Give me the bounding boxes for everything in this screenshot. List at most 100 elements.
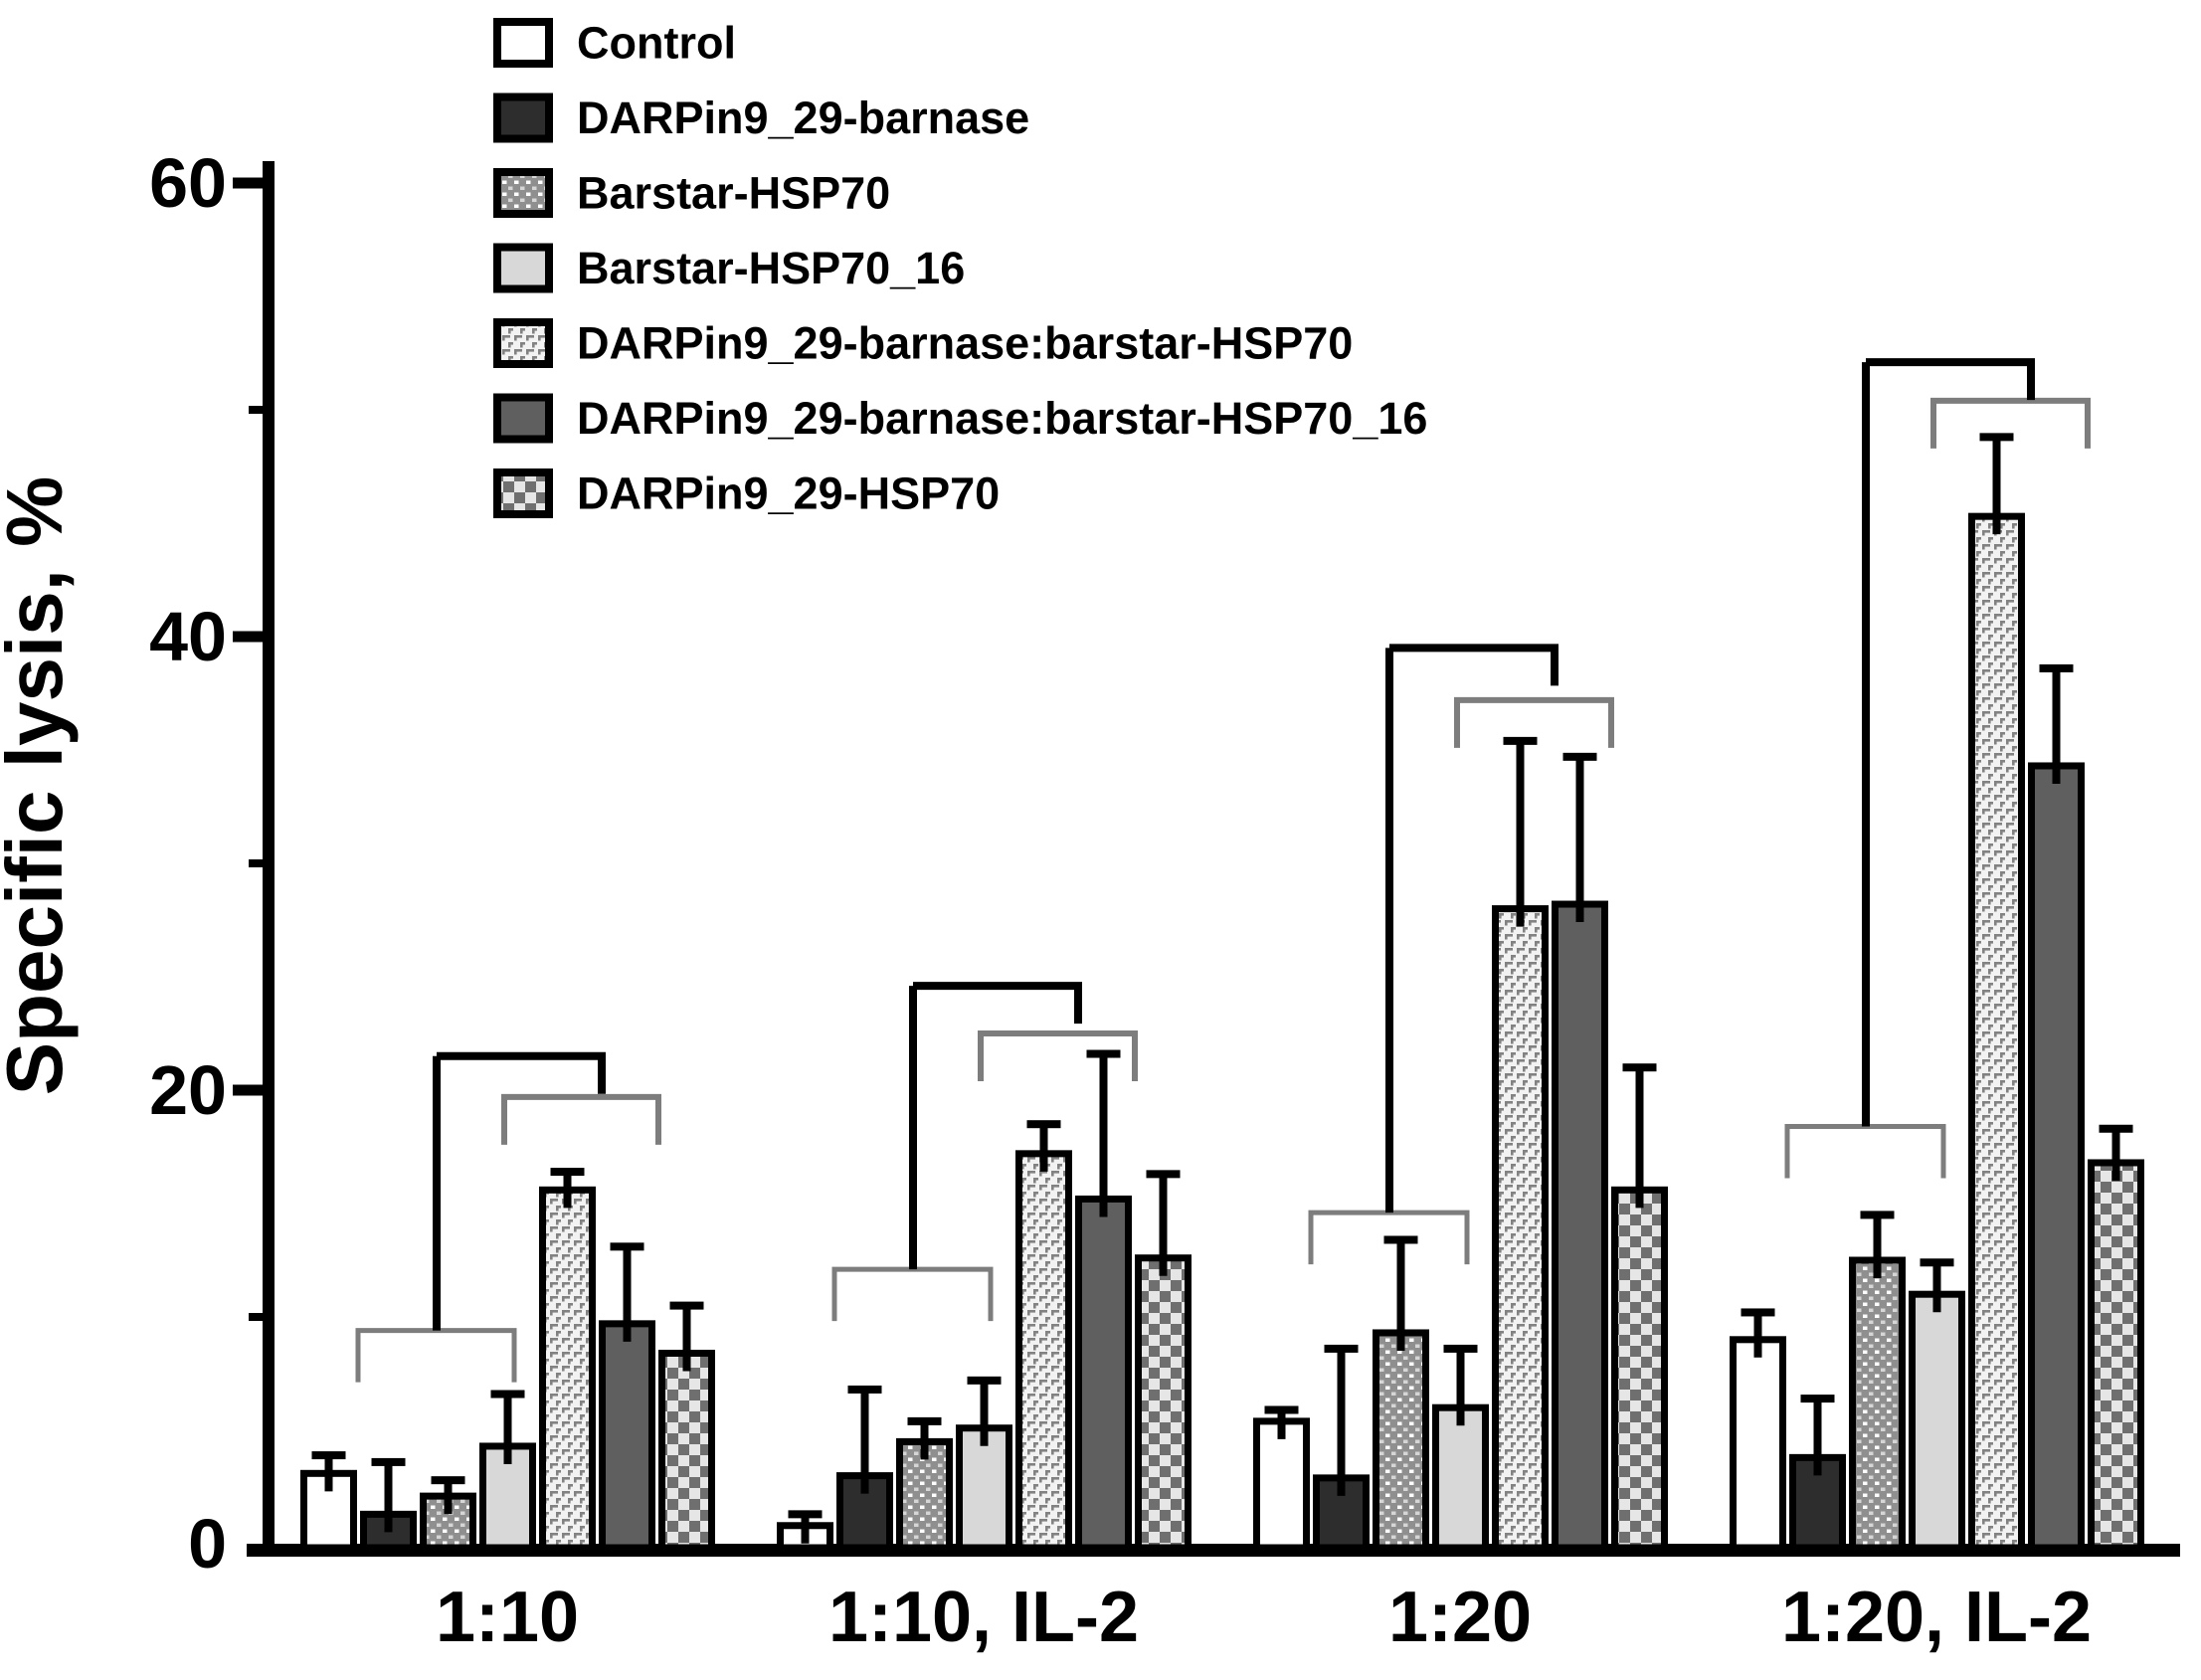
error-bar-cap (2039, 663, 2074, 672)
bar (1015, 1150, 1072, 1552)
legend-swatch (493, 168, 553, 218)
error-bar-cap (1503, 736, 1538, 745)
cluster-b-bracket (1454, 696, 1614, 748)
legend-layer: Control DARPin9_29-barnase Barstar-HSP70 Ba… (493, 18, 1427, 519)
legend-swatch (493, 393, 553, 444)
error-bar-cap (1860, 1211, 1895, 1219)
error-bar-cap (1920, 1258, 1954, 1267)
bars-layer (300, 512, 2144, 1552)
bar (599, 1320, 655, 1552)
legend-label: Barstar-HSP70 (577, 168, 890, 219)
bar (2088, 1159, 2144, 1552)
error-bar-cap (1383, 1235, 1418, 1244)
legend-label: Control (577, 18, 736, 69)
error-bar-cap (1800, 1395, 1835, 1403)
bar (956, 1424, 1012, 1552)
error-bar-cap (669, 1301, 704, 1310)
error-bar-cap (1622, 1063, 1657, 1072)
y-tick-label: 0 (188, 1505, 227, 1583)
legend-label: DARPin9_29-barnase (577, 93, 1029, 143)
legend-label: Barstar-HSP70_16 (577, 243, 965, 293)
y-axis-line (263, 161, 275, 1557)
legend-swatch (493, 318, 553, 368)
bar (1909, 1290, 1965, 1552)
error-bar-cap (610, 1242, 644, 1251)
error-bar-cap (1562, 752, 1597, 761)
legend-item: DARPin9_29-barnase (493, 93, 1029, 143)
error-bar-cap (1086, 1049, 1121, 1058)
legend-item: Control (493, 18, 736, 69)
y-axis-title: Specific lysis, % (0, 476, 79, 1096)
bracket-connector (1389, 644, 1559, 686)
bar (1730, 1336, 1786, 1552)
error-bar-cap (2099, 1124, 2133, 1133)
legend-swatch (493, 18, 553, 68)
error-bar-cap (1264, 1405, 1299, 1414)
legend-item: DARPin9_29-barnase:barstar-HSP70 (493, 318, 1353, 369)
bar (1492, 905, 1549, 1552)
legend-swatch (493, 93, 553, 143)
error-bar-cap (431, 1476, 465, 1485)
bracket-connector (1866, 358, 2035, 401)
axes-layer (233, 161, 2180, 1557)
bar (1135, 1254, 1192, 1552)
x-category-label: 1:20 (1388, 1578, 1532, 1657)
error-bar-cap (1026, 1120, 1061, 1129)
error-bar-cap (788, 1510, 823, 1519)
bar (1849, 1256, 1906, 1552)
legend-item: DARPin9_29-barnase:barstar-HSP70_16 (493, 393, 1427, 444)
error-bar-cap (1324, 1344, 1359, 1353)
bar (1432, 1403, 1489, 1552)
error-bar-cap (907, 1416, 942, 1425)
legend-item: Barstar-HSP70 (493, 168, 890, 219)
y-tick-label: 40 (149, 598, 227, 675)
bar (539, 1186, 596, 1552)
error-bar-cap (490, 1390, 525, 1399)
legend-label: DARPin9_29-barnase:barstar-HSP70 (577, 318, 1353, 369)
y-major-tick (233, 1084, 263, 1096)
x-category-label: 1:20, IL-2 (1781, 1578, 2092, 1657)
y-minor-tick (249, 1313, 263, 1321)
cluster-a-bracket (1784, 1123, 1946, 1179)
error-bar-cap (1146, 1170, 1181, 1179)
bar (1552, 900, 1608, 1552)
error-bar-cap (967, 1376, 1002, 1385)
legend-item: DARPin9_29-HSP70 (493, 468, 1000, 519)
error-bar-cap (550, 1168, 585, 1177)
error-bars-layer (311, 433, 2133, 1544)
error-bar-cap (371, 1457, 406, 1466)
cluster-b-bracket (501, 1093, 661, 1145)
y-tick-label: 20 (149, 1051, 227, 1129)
legend-label: DARPin9_29-barnase:barstar-HSP70_16 (577, 393, 1427, 444)
legend-swatch (493, 468, 553, 518)
bar (1075, 1195, 1132, 1552)
legend-label: DARPin9_29-HSP70 (577, 468, 1000, 519)
bar (420, 1492, 476, 1552)
bar (1968, 512, 2025, 1552)
cluster-a-bracket (831, 1266, 994, 1322)
y-tick-label: 60 (149, 144, 227, 222)
error-bar-cap (1979, 433, 2014, 442)
bar (1611, 1186, 1668, 1552)
bracket-connector (437, 1051, 606, 1094)
bracket-connector (913, 982, 1082, 1025)
error-bar-cap (847, 1385, 882, 1394)
y-minor-tick (249, 859, 263, 867)
error-bar-cap (1443, 1344, 1478, 1353)
error-bar-cap (1741, 1308, 1775, 1317)
bar (658, 1349, 715, 1552)
legend-swatch (493, 243, 553, 293)
cluster-a-bracket (355, 1328, 517, 1383)
bar (2028, 762, 2085, 1552)
axis-labels-layer: 0 20 40 60 Specific lysis, % 1:10 1:10, IL-2 1:… (0, 144, 2092, 1657)
y-minor-tick (249, 406, 263, 414)
x-category-label: 1:10, IL-2 (828, 1578, 1139, 1657)
y-major-tick (233, 177, 263, 189)
legend-item: Barstar-HSP70_16 (493, 243, 965, 293)
x-axis-line (247, 1544, 2180, 1557)
x-category-label: 1:10 (436, 1578, 579, 1657)
cluster-b-bracket (978, 1030, 1138, 1081)
error-bar-cap (311, 1451, 346, 1460)
